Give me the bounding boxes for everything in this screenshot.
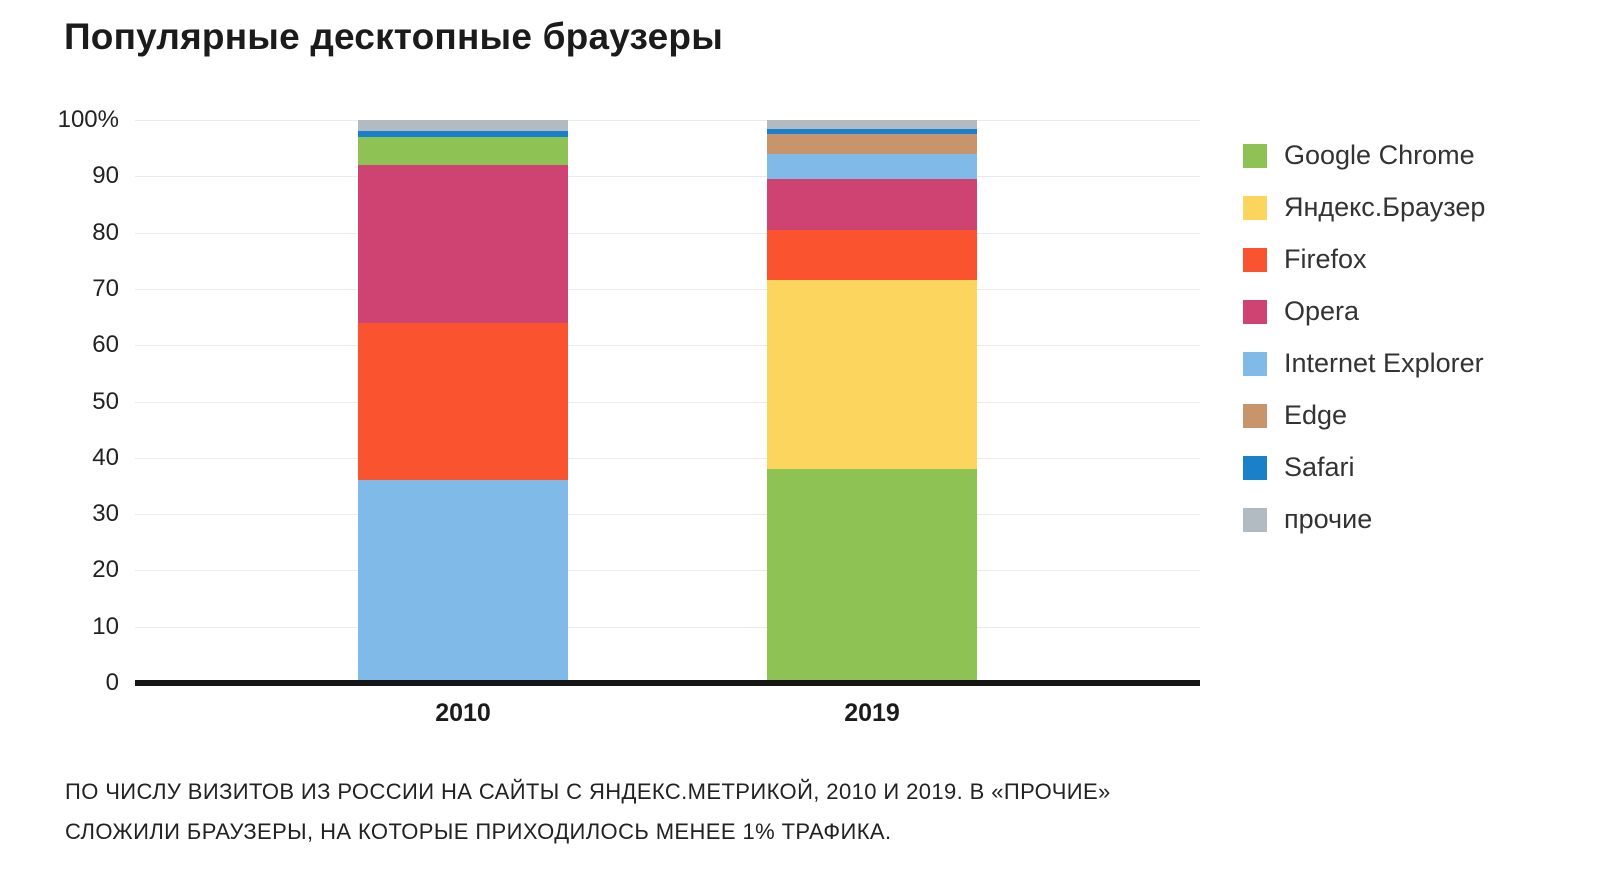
- chart-title: Популярные десктопные браузеры: [64, 16, 723, 57]
- gridline-80: [135, 232, 1200, 234]
- y-tick-label-70: 70: [92, 274, 119, 302]
- bar-segment-2019-прочие: [767, 120, 977, 129]
- legend-swatch-edge: [1243, 403, 1267, 428]
- bar-segment-2019-яндекс-браузер: [767, 280, 977, 470]
- bar-segment-2010-прочие: [358, 120, 568, 132]
- footnote-line-2: СЛОЖИЛИ БРАУЗЕРЫ, НА КОТОРЫЕ ПРИХОДИЛОСЬ…: [65, 819, 892, 844]
- legend-swatch-internet-explorer: [1243, 351, 1267, 376]
- y-tick-label-10: 10: [92, 612, 119, 640]
- y-tick-label-100: 100%: [57, 106, 119, 133]
- legend-item-safari: Safari: [1243, 452, 1485, 483]
- legend-swatch-прочие: [1243, 507, 1267, 532]
- y-tick-label-50: 50: [92, 387, 119, 415]
- gridline-20: [135, 570, 1200, 572]
- bar-segment-2010-internet-explorer: [358, 480, 568, 683]
- legend-label-яндекс-браузер: Яндекс.Браузер: [1284, 192, 1486, 222]
- bar-segment-2019-internet-explorer: [767, 153, 977, 180]
- bar-segment-2019-edge: [767, 134, 977, 154]
- legend-label-прочие: прочие: [1284, 504, 1373, 534]
- gridline-50: [135, 401, 1200, 403]
- legend-item-firefox: Firefox: [1243, 244, 1485, 275]
- bar-segment-2019-opera: [767, 179, 977, 230]
- legend-label-edge: Edge: [1284, 400, 1348, 430]
- stacked-bar-2010: [358, 120, 568, 683]
- legend-item-opera: Opera: [1243, 296, 1485, 327]
- gridline-40: [135, 457, 1200, 459]
- footnote: ПО ЧИСЛУ ВИЗИТОВ ИЗ РОССИИ НА САЙТЫ С ЯН…: [65, 772, 1111, 852]
- plot-area: 100% 90 80 70 60 50 40 30 20 10 0 2010 2019: [58, 106, 1200, 727]
- bar-segment-2010-opera: [358, 165, 568, 323]
- x-category-label-2019: 2019: [844, 699, 900, 727]
- y-tick-label-0: 0: [105, 669, 119, 696]
- bar-segment-2010-safari: [358, 131, 568, 137]
- gridline-10: [135, 626, 1200, 628]
- legend-item-internet-explorer: Internet Explorer: [1243, 348, 1485, 379]
- legend-swatch-firefox: [1243, 247, 1267, 272]
- legend-item-edge: Edge: [1243, 400, 1485, 431]
- y-tick-label-60: 60: [92, 331, 119, 359]
- legend-label-firefox: Firefox: [1284, 244, 1367, 274]
- x-category-label-2010: 2010: [435, 699, 491, 727]
- bar-segment-2019-firefox: [767, 229, 977, 281]
- legend-swatch-opera: [1243, 299, 1267, 324]
- gridline-30: [135, 514, 1200, 516]
- legend-swatch-яндекс-браузер: [1243, 195, 1267, 220]
- footnote-line-1: ПО ЧИСЛУ ВИЗИТОВ ИЗ РОССИИ НА САЙТЫ С ЯН…: [65, 779, 1111, 804]
- x-axis-line: [135, 680, 1200, 686]
- bar-segment-2010-google-chrome: [358, 136, 568, 166]
- legend: Google Chrome Яндекс.Браузер Firefox Opera I…: [1243, 140, 1485, 535]
- legend-label-opera: Opera: [1284, 296, 1360, 326]
- gridline-100: [135, 120, 1200, 121]
- y-tick-label-40: 40: [92, 443, 119, 471]
- legend-swatch-google-chrome: [1243, 143, 1267, 168]
- bar-segment-2019-safari: [767, 128, 977, 135]
- y-tick-label-80: 80: [92, 218, 119, 246]
- y-tick-label-90: 90: [92, 162, 119, 190]
- legend-item-google-chrome: Google Chrome: [1243, 140, 1485, 171]
- legend-swatch-safari: [1243, 455, 1267, 480]
- y-tick-label-20: 20: [92, 556, 119, 584]
- legend-label-safari: Safari: [1284, 452, 1355, 482]
- legend-label-internet-explorer: Internet Explorer: [1284, 348, 1484, 378]
- bar-segment-2019-google-chrome: [767, 469, 977, 683]
- bar-segment-2010-firefox: [358, 322, 568, 481]
- stacked-bar-2019: [767, 120, 977, 683]
- gridline-70: [135, 288, 1200, 290]
- legend-item-яндекс-браузер: Яндекс.Браузер: [1243, 192, 1485, 223]
- gridline-60: [135, 345, 1200, 347]
- y-tick-label-30: 30: [92, 500, 119, 528]
- legend-item-прочие: прочие: [1243, 504, 1485, 535]
- legend-label-google-chrome: Google Chrome: [1284, 140, 1475, 170]
- gridline-90: [135, 176, 1200, 178]
